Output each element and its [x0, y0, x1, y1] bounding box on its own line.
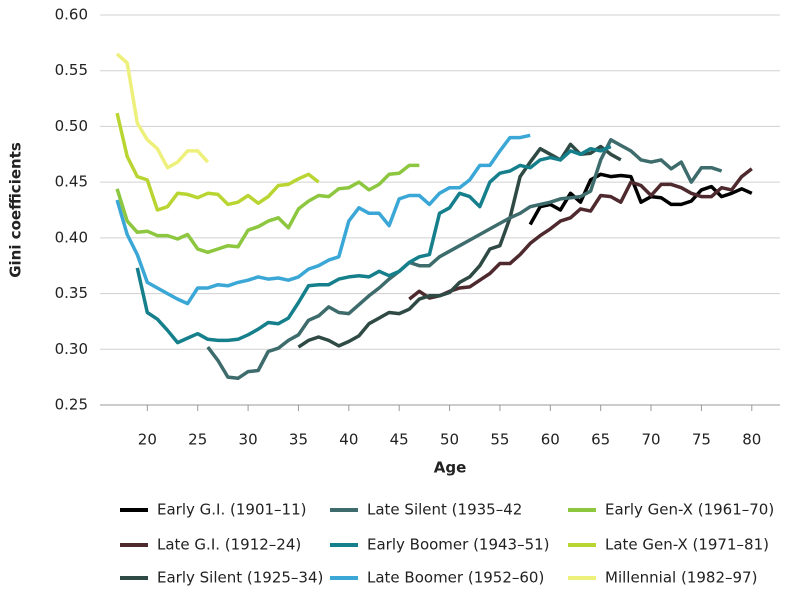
x-tick-label: 50	[440, 431, 459, 449]
legend-label: Early Gen-X (1961–70)	[605, 501, 774, 519]
series-line	[115, 52, 210, 170]
x-tick-label: 70	[642, 431, 661, 449]
legend-label: Late Gen-X (1971–81)	[605, 536, 769, 554]
series-line	[408, 167, 753, 301]
y-tick-label: 0.55	[55, 61, 88, 79]
y-tick-label: 0.40	[55, 228, 88, 246]
series-line	[135, 144, 612, 345]
series-line	[206, 138, 723, 381]
y-tick-label: 0.30	[55, 340, 88, 358]
x-tick-label: 40	[339, 431, 358, 449]
x-tick-label: 25	[188, 431, 207, 449]
series-line	[115, 163, 420, 255]
x-tick-label: 55	[490, 431, 509, 449]
x-tick-label: 75	[692, 431, 711, 449]
legend-label: Early Silent (1925–34)	[157, 569, 323, 587]
legend-label: Late Boomer (1952–60)	[367, 569, 544, 587]
legend-label: Early G.I. (1901–11)	[157, 501, 306, 519]
x-tick-label: 45	[390, 431, 409, 449]
series-line	[115, 112, 320, 212]
x-tick-label: 20	[138, 431, 157, 449]
x-tick-label: 35	[289, 431, 308, 449]
y-tick-label: 0.25	[55, 396, 88, 414]
x-axis-title: Age	[434, 459, 467, 477]
y-tick-label: 0.45	[55, 173, 88, 191]
legend-label: Late G.I. (1912–24)	[157, 536, 301, 554]
series-line	[115, 133, 531, 306]
legend-label: Late Silent (1935–42	[367, 501, 522, 519]
x-tick-label: 80	[742, 431, 761, 449]
x-tick-label: 30	[239, 431, 258, 449]
legend-label: Early Boomer (1943–51)	[367, 536, 550, 554]
y-tick-label: 0.60	[55, 6, 88, 24]
x-tick-label: 60	[541, 431, 560, 449]
series-line	[297, 142, 622, 349]
y-axis-title: Gini coefficients	[7, 142, 25, 278]
legend-label: Millennial (1982–97)	[605, 569, 757, 587]
y-tick-label: 0.50	[55, 117, 88, 135]
y-tick-label: 0.35	[55, 284, 88, 302]
x-tick-label: 65	[591, 431, 610, 449]
